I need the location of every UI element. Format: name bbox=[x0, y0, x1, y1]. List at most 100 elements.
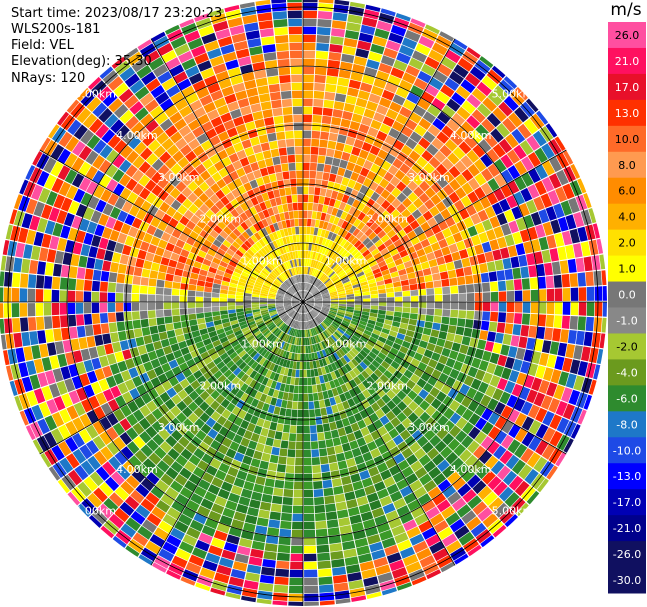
velocity-gate bbox=[37, 418, 50, 435]
velocity-gate bbox=[562, 288, 571, 301]
velocity-gate bbox=[505, 279, 515, 291]
velocity-gate bbox=[395, 380, 406, 390]
velocity-gate bbox=[279, 407, 287, 416]
velocity-gate bbox=[321, 332, 327, 340]
velocity-gate bbox=[149, 270, 159, 279]
velocity-gate bbox=[386, 243, 396, 252]
velocity-gate bbox=[266, 333, 274, 341]
velocity-gate bbox=[392, 253, 401, 261]
velocity-gate bbox=[291, 302, 300, 305]
velocity-gate bbox=[86, 440, 100, 455]
elevation-label: Elevation(deg): 35.30 bbox=[11, 54, 152, 69]
velocity-gate bbox=[459, 449, 472, 463]
velocity-gate bbox=[352, 283, 361, 289]
velocity-gate bbox=[338, 305, 347, 309]
velocity-gate bbox=[331, 404, 339, 414]
velocity-gate bbox=[12, 318, 21, 333]
velocity-gate bbox=[578, 302, 587, 316]
velocity-gate bbox=[345, 267, 353, 274]
velocity-gate bbox=[322, 331, 329, 339]
velocity-gate bbox=[227, 305, 236, 310]
colorbar-tick-label: -26.0 bbox=[613, 548, 641, 561]
velocity-gate bbox=[92, 435, 106, 450]
velocity-gate bbox=[274, 318, 282, 325]
velocity-gate bbox=[303, 258, 306, 266]
velocity-gate bbox=[503, 95, 519, 112]
velocity-gate bbox=[181, 320, 190, 328]
velocity-gate bbox=[256, 320, 264, 326]
velocity-gate bbox=[313, 293, 321, 298]
velocity-gate bbox=[424, 429, 436, 441]
velocity-gate bbox=[345, 95, 357, 105]
velocity-gate bbox=[461, 257, 471, 268]
velocity-gate bbox=[386, 306, 395, 312]
velocity-gate bbox=[362, 305, 371, 309]
velocity-gate bbox=[446, 261, 455, 271]
velocity-gate bbox=[555, 400, 568, 417]
velocity-gate bbox=[353, 429, 363, 440]
velocity-gate bbox=[437, 403, 449, 415]
velocity-gate bbox=[303, 98, 313, 107]
velocity-gate bbox=[314, 296, 322, 299]
velocity-gate bbox=[298, 321, 301, 330]
velocity-gate bbox=[321, 341, 327, 349]
velocity-gate bbox=[324, 266, 331, 274]
velocity-gate bbox=[303, 505, 315, 514]
velocity-gate bbox=[7, 348, 18, 365]
velocity-gate bbox=[7, 240, 18, 257]
velocity-gate bbox=[293, 481, 303, 490]
velocity-gate bbox=[58, 441, 72, 457]
velocity-gate bbox=[296, 178, 303, 187]
velocity-gate bbox=[345, 136, 356, 146]
velocity-gate bbox=[108, 322, 118, 333]
velocity-gate bbox=[467, 495, 482, 510]
velocity-gate bbox=[188, 424, 200, 436]
velocity-gate bbox=[256, 126, 267, 136]
velocity-gate bbox=[306, 304, 312, 310]
velocity-gate bbox=[158, 355, 168, 366]
velocity-gate bbox=[330, 296, 339, 299]
velocity-gate bbox=[546, 234, 557, 249]
velocity-gate bbox=[418, 168, 430, 180]
velocity-gate bbox=[88, 196, 100, 210]
velocity-gate bbox=[328, 271, 336, 278]
velocity-gate bbox=[197, 505, 211, 517]
velocity-gate bbox=[538, 236, 549, 251]
velocity-gate bbox=[458, 302, 467, 310]
velocity-gate bbox=[252, 309, 260, 313]
velocity-gate bbox=[235, 298, 244, 302]
velocity-gate bbox=[396, 478, 409, 490]
velocity-gate bbox=[576, 392, 588, 409]
velocity-gate bbox=[362, 74, 375, 85]
velocity-gate bbox=[570, 287, 579, 301]
velocity-gate bbox=[383, 238, 393, 248]
velocity-gate bbox=[257, 334, 265, 342]
velocity-gate bbox=[315, 326, 321, 334]
velocity-gate bbox=[307, 312, 312, 320]
velocity-gate bbox=[440, 384, 452, 395]
velocity-gate bbox=[424, 321, 433, 329]
velocity-gate bbox=[413, 395, 424, 406]
velocity-gate bbox=[154, 446, 167, 460]
velocity-gate bbox=[433, 345, 444, 355]
velocity-gate bbox=[18, 195, 30, 212]
velocity-gate bbox=[297, 409, 303, 418]
velocity-gate bbox=[236, 291, 244, 296]
velocity-gate bbox=[430, 169, 442, 181]
velocity-gate bbox=[526, 337, 536, 350]
velocity-gate bbox=[23, 346, 33, 361]
velocity-gate bbox=[370, 119, 382, 130]
velocity-gate bbox=[36, 316, 45, 330]
velocity-gate bbox=[314, 305, 322, 309]
velocity-gate bbox=[343, 354, 351, 363]
velocity-gate bbox=[251, 296, 260, 300]
velocity-gate bbox=[449, 71, 464, 85]
velocity-gate bbox=[222, 507, 235, 519]
velocity-gate bbox=[386, 193, 396, 204]
velocity-gate bbox=[72, 432, 85, 448]
velocity-gate bbox=[211, 380, 221, 390]
velocity-gate bbox=[494, 401, 506, 415]
velocity-gate bbox=[270, 345, 277, 354]
velocity-gate bbox=[377, 364, 387, 374]
velocity-gate bbox=[255, 476, 266, 486]
